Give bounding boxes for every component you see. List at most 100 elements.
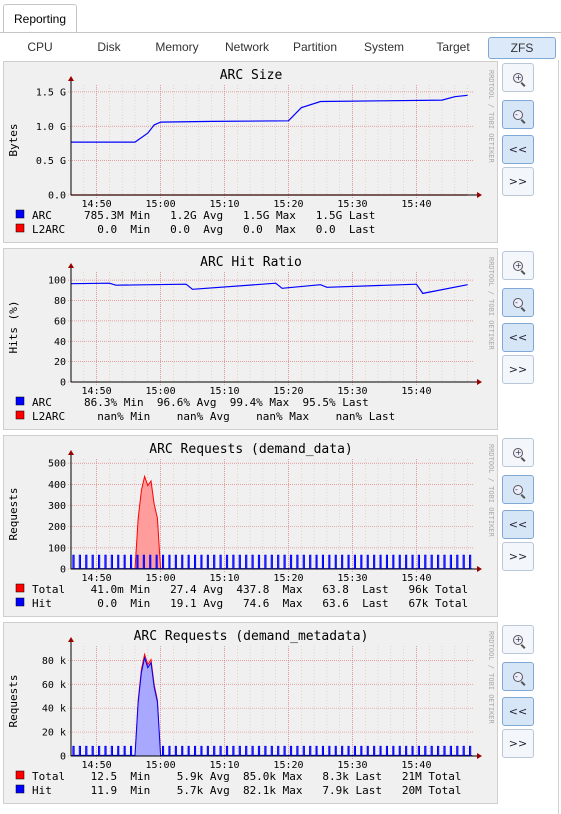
x-tick-label: 15:20 [273,199,303,210]
zoom-out-button[interactable]: - [502,662,534,691]
y-tick-label: 400 [48,480,66,491]
legend-swatch-l2arc [15,410,25,420]
graph-panel-arc-size: ARC Size Bytes RRDTOOL / TOBI OETIKER 14:50… [3,61,498,243]
y-axis-arrow [68,76,74,81]
tab-target[interactable]: Target [436,40,470,54]
y-axis-arrow [68,637,74,642]
tab-partition[interactable]: Partition [292,40,338,54]
x-tick-label: 14:50 [82,573,112,584]
y-axis-label: Hits (%) [7,301,20,354]
legend-swatch-hit [15,784,25,794]
zoom-out-button[interactable]: - [502,475,534,504]
legend-stats-total: 41.0m Min 27.4 Avg 437.8 Max 63.8 Last 9… [84,583,468,596]
arc-size-graph: ARC Size Bytes RRDTOOL / TOBI OETIKER 14:50… [7,68,495,236]
legend-label-hit: Hit [32,784,52,797]
back-button[interactable]: << [502,323,534,352]
x-tick-label: 15:00 [146,573,176,584]
y-axis-label: Requests [7,488,20,541]
legend-swatch-total [15,770,25,780]
legend-label-arc: ARC [32,396,52,409]
legend-stats-arc: 86.3% Min 96.6% Avg 99.4% Max 95.5% Last [84,396,369,409]
tab-zfs[interactable]: ZFS [488,37,556,59]
demand-metadata-graph: ARC Requests (demand_metadata) Requests RR… [7,629,495,797]
y-axis-label: Bytes [7,123,20,156]
x-tick-label: 15:30 [337,199,367,210]
content-divider [558,60,559,814]
forward-button[interactable]: >> [502,542,534,571]
y-axis-label: Requests [7,675,20,728]
y-tick-label: 80 k [42,656,66,667]
y-tick-label: 1.5 G [36,87,66,98]
y-tick-label: 20 k [42,728,66,739]
graph-title: ARC Hit Ratio [200,255,302,270]
y-tick-label: 20 [54,357,66,368]
legend-label-l2arc: L2ARC [32,410,65,423]
y-axis-arrow [68,450,74,455]
x-tick-label: 15:40 [401,573,431,584]
x-axis-arrow [477,566,482,572]
series-area-hit [70,745,473,757]
zoom-out-button[interactable]: - [502,100,534,129]
y-tick-label: 0 [60,565,66,576]
graph-panel-demand-data: ARC Requests (demand_data) Requests RRDTOO… [3,435,498,617]
tab-disk[interactable]: Disk [97,40,121,54]
legend-stats-hit: 11.9 Min 5.7k Avg 82.1k Max 7.9k Last 20… [84,784,462,797]
x-tick-label: 15:10 [209,199,239,210]
legend-stats-hit: 0.0 Min 19.1 Avg 74.6 Max 63.6 Last 67k … [84,597,468,610]
series-spike-total [134,474,162,570]
back-button[interactable]: << [502,510,534,539]
y-tick-label: 60 [54,316,66,327]
y-tick-label: 0 [60,752,66,763]
legend-swatch-arc [15,209,25,219]
y-tick-label: 0.5 G [36,156,66,167]
zoom-in-button[interactable]: + [502,438,534,467]
tab-network[interactable]: Network [224,40,269,54]
series-line-arc [71,94,468,143]
y-tick-label: 0.0 [48,191,66,202]
tab-system[interactable]: System [363,40,404,54]
legend-label-hit: Hit [32,597,52,610]
tab-cpu[interactable]: CPU [27,40,53,54]
rrdtool-watermark: RRDTOOL / TOBI OETIKER [487,257,495,351]
zoom-in-button[interactable]: + [502,251,534,280]
series-line-arc [70,282,468,295]
zoom-in-icon: + [513,260,523,271]
graph-title: ARC Size [220,68,283,83]
x-axis-arrow [477,379,482,385]
y-tick-label: 1.0 G [36,122,66,133]
x-tick-label: 14:50 [82,386,112,397]
forward-button[interactable]: >> [502,167,534,196]
back-button[interactable]: << [502,135,534,164]
y-tick-label: 80 [54,296,66,307]
zoom-in-button[interactable]: + [502,625,534,654]
x-tick-label: 14:50 [82,760,112,771]
forward-button[interactable]: >> [502,729,534,758]
series-area-hit [70,554,473,570]
zoom-in-button[interactable]: + [502,63,534,92]
rrdtool-watermark: RRDTOOL / TOBI OETIKER [487,631,495,725]
legend-label-total: Total [32,583,65,596]
zoom-in-icon: + [513,634,523,645]
legend-label-total: Total [32,770,65,783]
y-tick-label: 100 [48,276,66,287]
x-tick-label: 15:10 [209,573,239,584]
y-tick-label: 40 k [42,704,66,715]
y-tick-label: 500 [48,459,66,470]
x-tick-label: 15:20 [273,760,303,771]
zoom-in-icon: + [513,72,523,83]
graph-title: ARC Requests (demand_metadata) [134,629,369,644]
zoom-out-icon: - [513,297,523,308]
tab-memory[interactable]: Memory [155,40,199,54]
y-axis-arrow [68,263,74,268]
x-tick-label: 15:00 [146,386,176,397]
zoom-out-button[interactable]: - [502,288,534,317]
back-button[interactable]: << [502,697,534,726]
rrdtool-watermark: RRDTOOL / TOBI OETIKER [487,70,495,164]
y-tick-label: 40 [54,337,66,348]
x-tick-label: 15:10 [209,760,239,771]
legend-stats-arc: 785.3M Min 1.2G Avg 1.5G Max 1.5G Last [84,209,375,222]
y-tick-label: 200 [48,522,66,533]
tab-reporting[interactable]: Reporting [3,4,77,33]
forward-button[interactable]: >> [502,355,534,384]
legend-stats-total: 12.5 Min 5.9k Avg 85.0k Max 8.3k Last 21… [84,770,462,783]
